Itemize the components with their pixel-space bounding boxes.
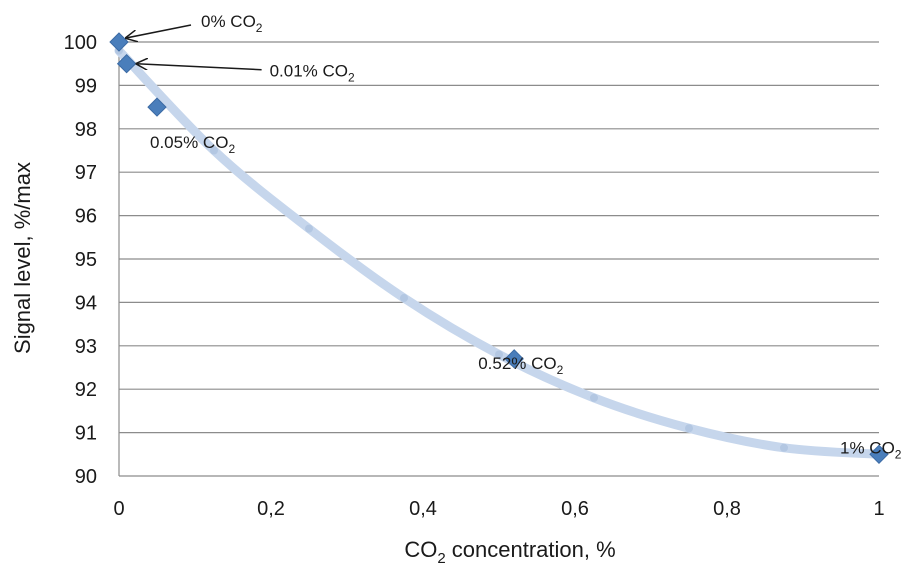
trendline-marker <box>780 443 788 452</box>
x-tick-label: 0 <box>113 498 124 520</box>
y-tick-label: 100 <box>64 32 97 54</box>
x-tick-label: 0,6 <box>561 498 589 520</box>
trendline-marker <box>495 350 503 359</box>
point-annotations: 0% CO2 0.01% CO2 0.05% CO2 0.52% CO2 1% CO2 <box>126 12 902 461</box>
axes <box>118 42 879 477</box>
y-tick-label: 93 <box>75 336 97 358</box>
x-tick-label: 0,8 <box>713 498 741 520</box>
y-tick-label: 92 <box>75 379 97 401</box>
tick-labels: 90 91 92 93 94 95 96 97 98 99 100 0 0,2 0,4 0,6 0,8 1 <box>64 32 885 520</box>
y-axis-title: Signal level, %/max <box>10 162 35 354</box>
y-tick-label: 97 <box>75 162 97 184</box>
trendline-marker <box>685 424 693 433</box>
y-tick-label: 99 <box>75 75 97 97</box>
x-tick-label: 1 <box>873 498 884 520</box>
y-tick-label: 90 <box>75 466 97 488</box>
data-label: 0.01% CO2 <box>270 62 355 85</box>
x-axis-title: CO2 concentration, % <box>404 537 615 566</box>
trendline-marker <box>305 224 313 233</box>
annotation-arrow <box>137 64 262 71</box>
data-label: 0.05% CO2 <box>150 133 235 156</box>
data-label: 0% CO2 <box>201 12 263 35</box>
data-point <box>116 53 137 74</box>
trendline-marker <box>590 393 598 402</box>
trendline-path <box>114 46 884 459</box>
gridlines <box>119 41 879 434</box>
annotation-arrow <box>126 24 192 38</box>
data-points <box>109 32 889 465</box>
data-label: 0.52% CO2 <box>478 354 563 377</box>
data-point <box>109 32 129 52</box>
trendline-marker <box>210 146 218 155</box>
data-point <box>504 349 524 369</box>
x-tick-label: 0,2 <box>257 498 285 520</box>
data-point <box>869 444 889 465</box>
trendline-marker <box>400 294 408 303</box>
trendline <box>114 46 884 459</box>
data-label: 1% CO2 <box>840 438 902 461</box>
x-tick-label: 0,4 <box>409 498 437 520</box>
y-tick-label: 95 <box>75 249 97 271</box>
y-tick-label: 91 <box>75 423 97 445</box>
y-tick-label: 98 <box>75 119 97 141</box>
y-tick-label: 96 <box>75 206 97 228</box>
data-point <box>147 97 167 117</box>
y-tick-label: 94 <box>75 292 97 314</box>
